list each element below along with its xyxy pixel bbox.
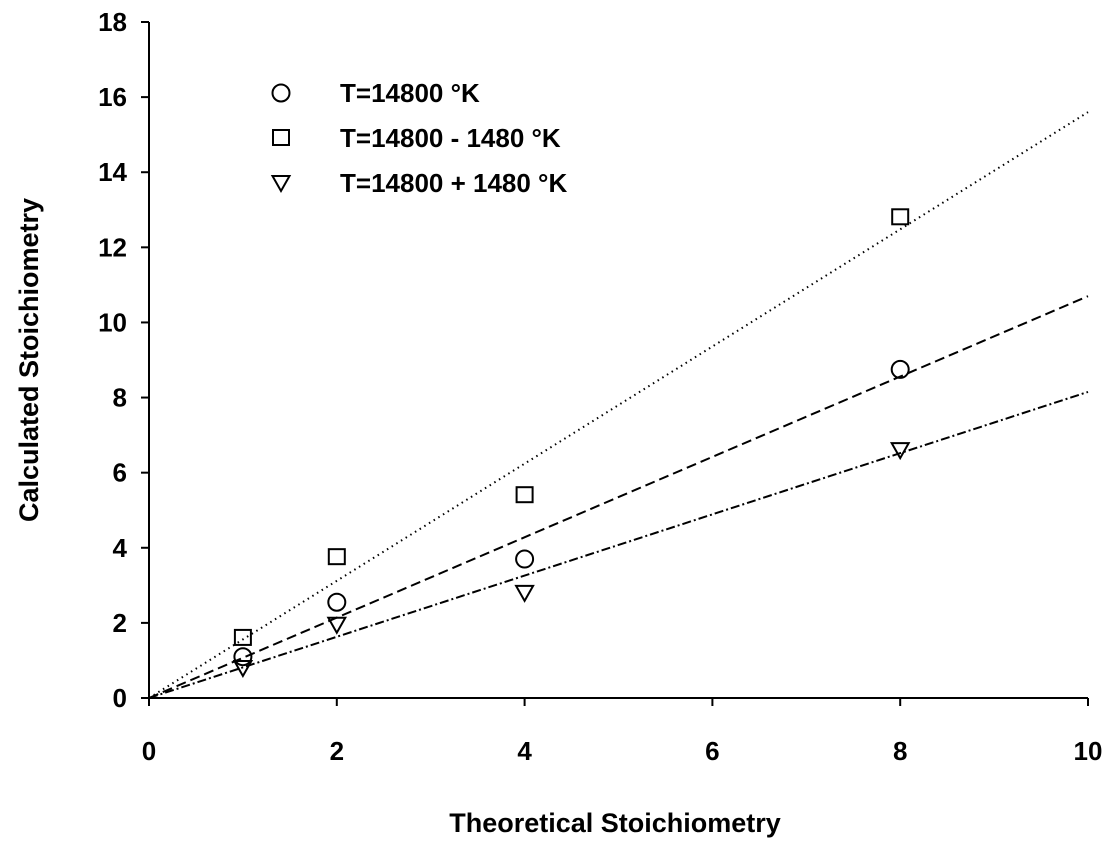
x-tick-label: 6 — [705, 736, 719, 766]
square-data-point — [327, 548, 346, 566]
legend-triangle-down-symbol — [270, 175, 292, 194]
y-axis-title: Calculated Stoichiometry — [14, 198, 44, 522]
y-ticks: 0 2 4 6 8 10 12 14 16 18 — [98, 7, 149, 713]
y-tick-label: 6 — [113, 458, 127, 488]
x-tick-label: 10 — [1074, 736, 1103, 766]
triangle-down-data-point — [232, 659, 254, 678]
circle-data-point — [327, 592, 347, 612]
legend: T=14800 °K T=14800 - 1480 °K T=14800 + 148… — [270, 78, 567, 198]
axes — [148, 22, 1088, 699]
y-tick-label: 14 — [98, 157, 127, 187]
circle-data-point — [515, 549, 535, 569]
x-tick-label: 4 — [517, 736, 532, 766]
square-data-point — [233, 628, 252, 646]
circle-data-point — [890, 359, 910, 379]
square-data-point — [515, 486, 534, 504]
y-tick-label: 8 — [113, 383, 127, 413]
triangle-down-data-point — [326, 616, 348, 635]
y-tick-label: 0 — [113, 683, 127, 713]
fit-lines — [148, 111, 1089, 699]
y-tick-label: 2 — [113, 608, 127, 638]
data-markers — [232, 208, 911, 678]
legend-label: T=14800 + 1480 °K — [340, 168, 567, 198]
circle-data-point — [233, 647, 253, 667]
y-tick-label: 16 — [98, 82, 127, 112]
x-ticks: 0 2 4 6 8 10 — [142, 698, 1103, 766]
y-tick-label: 4 — [113, 533, 128, 563]
triangle-down-data-point — [514, 584, 535, 603]
legend-label: T=14800 °K — [340, 78, 480, 108]
triangle-down-data-point — [889, 442, 911, 461]
legend-label: T=14800 - 1480 °K — [340, 123, 561, 153]
square-data-point — [891, 208, 910, 226]
fit-line — [148, 111, 1089, 699]
y-tick-label: 12 — [98, 232, 127, 262]
legend-circle-symbol — [271, 83, 291, 103]
y-tick-label: 10 — [98, 307, 127, 337]
x-axis-title: Theoretical Stoichiometry — [449, 808, 781, 838]
y-tick-label: 18 — [98, 7, 127, 37]
x-tick-label: 2 — [330, 736, 344, 766]
fit-line — [148, 390, 1089, 699]
x-tick-label: 8 — [893, 736, 907, 766]
x-tick-label: 0 — [142, 736, 156, 766]
legend-square-symbol — [272, 129, 290, 146]
fit-line — [148, 295, 1089, 699]
